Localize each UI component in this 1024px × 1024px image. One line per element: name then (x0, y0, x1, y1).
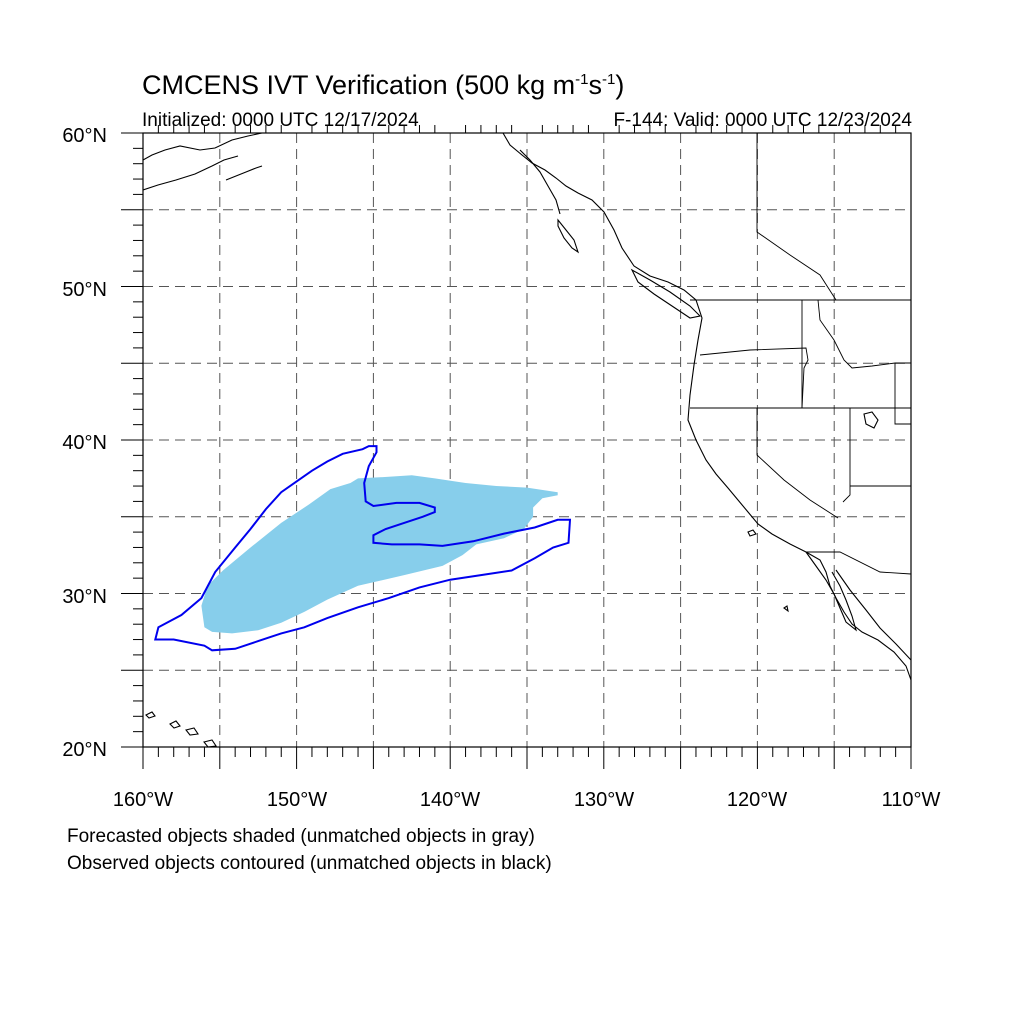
island-hawaii-1 (145, 711, 156, 719)
lat-label-40: 40°N (62, 432, 107, 454)
border-montana-wyoming (894, 362, 911, 425)
title-prefix: CMCENS IVT Verification (500 kg m (142, 70, 576, 100)
island-hawaii-4 (203, 739, 217, 747)
border-usa-mexico (806, 551, 911, 575)
map-content (143, 133, 911, 747)
border-nevada-utah (842, 408, 851, 503)
lat-label-30: 30°N (62, 586, 107, 608)
axis-ticks (121, 125, 912, 769)
island-hawaii-3 (185, 727, 199, 736)
coastlines (143, 133, 911, 747)
lon-label-130w: 130°W (574, 789, 634, 811)
graticule (143, 133, 911, 747)
lon-label-110w: 110°W (882, 789, 941, 811)
coastline-north-america (502, 133, 911, 681)
island-hawaii-2 (169, 720, 181, 729)
lat-label-50: 50°N (62, 279, 107, 301)
coastline-baja (805, 551, 858, 632)
coastline-alaska (143, 133, 263, 161)
title-superscript-1: -1 (575, 71, 589, 88)
title-mid: s (588, 70, 603, 100)
lon-label-150w: 150°W (267, 789, 327, 811)
lat-label-60: 60°N (62, 125, 107, 147)
longitude-labels: 160°W 150°W 140°W 130°W 120°W 110°W (113, 789, 941, 811)
coastline-panhandle (519, 149, 561, 215)
title-suffix: ) (615, 70, 625, 100)
coastline-haida-gwaii (557, 218, 580, 254)
political-boundaries (690, 133, 911, 575)
border-alaska-bc (756, 133, 837, 301)
forecasted-object (201, 475, 558, 634)
border-california-nevada (756, 408, 839, 519)
island-guadalupe (783, 605, 789, 613)
coastline-gulf-of-california (835, 569, 911, 661)
coastline-vancouver-island (630, 268, 702, 319)
lon-label-160w: 160°W (113, 789, 173, 811)
lon-label-140w: 140°W (420, 789, 480, 811)
observed-object-contour (154, 445, 572, 652)
lat-label-20: 20°N (62, 739, 107, 761)
chart-title: CMCENS IVT Verification (500 kg m-1s-1) (142, 70, 624, 101)
valid-label: F-144: Valid: 0000 UTC 12/23/2024 (613, 110, 912, 131)
island-channel (747, 529, 757, 537)
title-superscript-2: -1 (602, 71, 616, 88)
border-idaho-montana (817, 299, 896, 369)
latitude-labels: 60°N 50°N 40°N 30°N 20°N (62, 125, 107, 761)
note-observed: Observed objects contoured (unmatched ob… (67, 853, 552, 874)
lake-great-salt (863, 411, 879, 429)
initialized-label: Initialized: 0000 UTC 12/17/2024 (142, 110, 419, 131)
note-forecast: Forecasted objects shaded (unmatched obj… (67, 826, 535, 847)
lon-label-120w: 120°W (727, 789, 787, 811)
coastline-kodiak (225, 165, 263, 181)
coastline-alaska-peninsula (143, 155, 239, 191)
border-washington-oregon (699, 347, 809, 409)
